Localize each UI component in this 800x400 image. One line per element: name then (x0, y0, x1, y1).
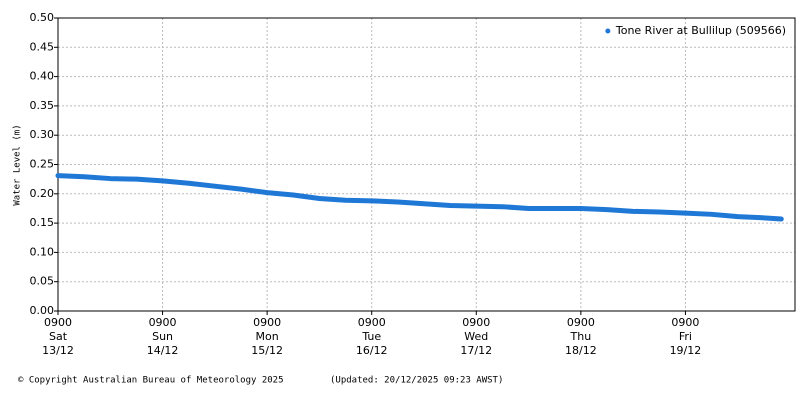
x-tick-label: 13/12 (42, 344, 74, 357)
x-tick-label: 0900 (44, 316, 72, 329)
x-tick-label: Thu (570, 330, 592, 343)
x-tick-label: 19/12 (670, 344, 702, 357)
footer-updated: (Updated: 20/12/2025 09:23 AWST) (330, 376, 503, 386)
x-tick-label: 0900 (149, 316, 177, 329)
y-tick-label: 0.45 (30, 40, 55, 53)
y-tick-label: 0.05 (30, 275, 55, 288)
x-tick-label: 0900 (671, 316, 699, 329)
x-tick-label: 0900 (358, 316, 386, 329)
x-tick-label: Sat (49, 330, 68, 343)
y-tick-label: 0.10 (30, 245, 55, 258)
y-tick-label: 0.25 (30, 158, 55, 171)
x-tick-label: 15/12 (251, 344, 283, 357)
x-tick-label: 0900 (567, 316, 595, 329)
y-tick-label: 0.15 (30, 216, 55, 229)
x-tick-label: Fri (679, 330, 692, 343)
x-tick-label: 17/12 (460, 344, 492, 357)
series-line (55, 173, 784, 222)
y-tick-label: 0.20 (30, 187, 55, 200)
x-tick-label: 16/12 (356, 344, 388, 357)
y-tick-label: 0.30 (30, 128, 55, 141)
legend-label: Tone River at Bullilup (509566) (615, 24, 786, 37)
x-tick-label: 18/12 (565, 344, 597, 357)
y-axis-label: Water Level (m) (13, 124, 23, 205)
x-tick-label: Wed (464, 330, 488, 343)
x-tick-label: 0900 (462, 316, 490, 329)
x-tick-label: Mon (256, 330, 279, 343)
x-tick-label: 14/12 (147, 344, 179, 357)
plot-frame (57, 17, 796, 312)
y-tick-label: 0.40 (30, 70, 55, 83)
x-tick-label: 0900 (253, 316, 281, 329)
y-tick-label: 0.00 (30, 304, 55, 317)
x-tick-label: Sun (152, 330, 173, 343)
footer-copyright: © Copyright Australian Bureau of Meteoro… (18, 376, 284, 386)
x-tick-label: Tue (361, 330, 381, 343)
legend-marker (605, 28, 611, 34)
y-tick-label: 0.50 (30, 11, 55, 24)
y-tick-label: 0.35 (30, 99, 55, 112)
